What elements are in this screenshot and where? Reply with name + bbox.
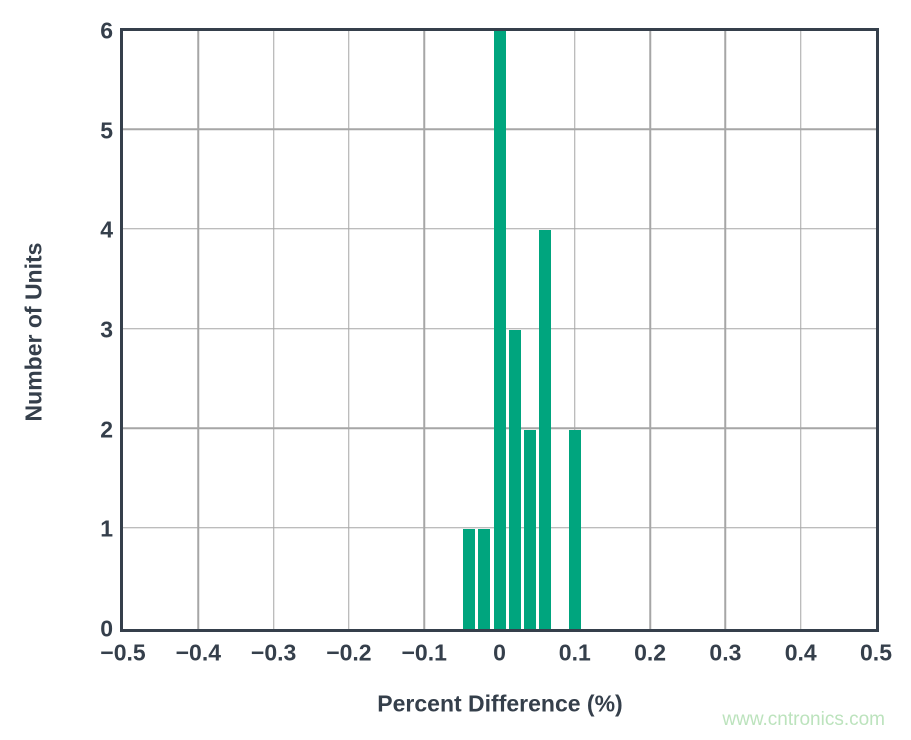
x-tick-label: 0.4 (784, 639, 817, 666)
gridline-vertical (348, 31, 350, 629)
x-tick-label: 0.1 (558, 639, 591, 666)
histogram-bar (568, 429, 581, 629)
x-tick-label: −0.2 (326, 639, 372, 666)
y-tick-label: 1 (100, 515, 113, 542)
y-tick-label: 3 (100, 316, 113, 343)
watermark: www.cntronics.com (722, 709, 885, 730)
y-axis-title: Number of Units (20, 242, 47, 422)
histogram-bar (463, 529, 476, 629)
y-tick-label: 0 (100, 615, 113, 642)
y-tick-label: 5 (100, 117, 113, 144)
gridline-vertical (197, 31, 200, 629)
histogram-bar (538, 230, 551, 629)
y-tick-label: 6 (100, 17, 113, 44)
gridline-vertical (724, 31, 727, 629)
gridline-vertical (574, 31, 576, 629)
gridline-vertical (649, 31, 651, 629)
histogram-bar (478, 529, 491, 629)
x-tick-label: −0.5 (100, 639, 146, 666)
gridline-vertical (423, 31, 425, 629)
histogram-bar (493, 31, 506, 629)
y-tick-label: 2 (100, 416, 113, 443)
x-tick-label: 0.5 (860, 639, 892, 666)
x-tick-label: −0.3 (250, 639, 297, 666)
x-tick-label: −0.4 (175, 639, 221, 666)
histogram-bar (523, 429, 536, 629)
x-tick-label: 0.2 (634, 639, 667, 666)
x-axis-title: Percent Difference (%) (377, 690, 623, 717)
y-tick-label: 4 (100, 216, 113, 243)
x-tick-label: 0 (493, 639, 506, 666)
x-tick-label: −0.1 (401, 639, 447, 666)
histogram-bar (508, 330, 521, 629)
gridline-vertical (272, 31, 275, 629)
plot-area (120, 28, 879, 632)
gridline-vertical (799, 31, 802, 629)
x-tick-label: 0.3 (709, 639, 742, 666)
